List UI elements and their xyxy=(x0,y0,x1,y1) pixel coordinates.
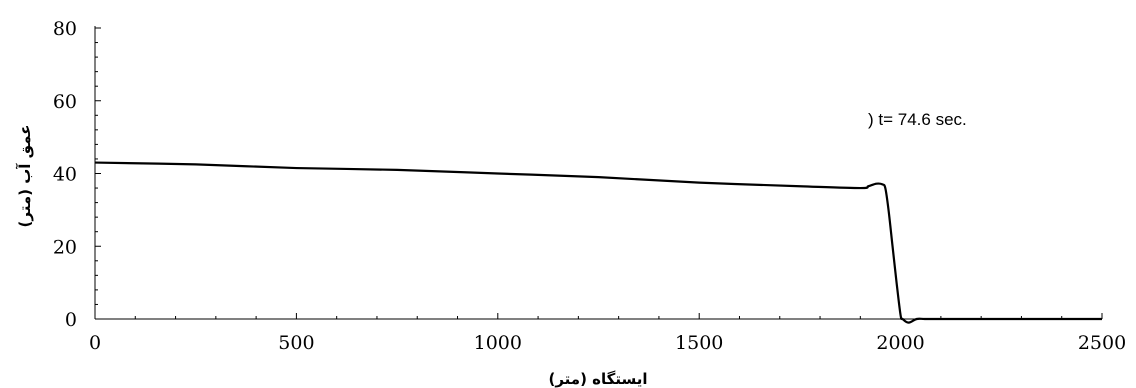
x-axis-title: ایستگاه (متر) xyxy=(548,370,647,388)
time-annotation: ) t= 74.6 sec. xyxy=(868,110,967,129)
water-depth-line xyxy=(94,161,1102,324)
x-tick-label: 0 xyxy=(89,332,101,354)
x-tick-label: 1000 xyxy=(474,332,522,354)
axes xyxy=(94,26,1102,320)
y-tick-label: 40 xyxy=(53,164,77,186)
x-tick-label: 1500 xyxy=(675,332,723,354)
x-tick-label: 2000 xyxy=(876,332,924,354)
y-tick-label: 0 xyxy=(65,309,77,331)
x-tick-label: 2500 xyxy=(1078,332,1126,354)
y-tick-label: 80 xyxy=(53,18,77,40)
y-tick-label: 60 xyxy=(53,91,77,113)
x-tick-label: 500 xyxy=(278,332,314,354)
y-tick-label: 20 xyxy=(53,236,77,258)
series-group xyxy=(94,161,1102,324)
y-axis-title: عمق آب (متر) xyxy=(16,125,34,228)
y-ticks: 0 20 40 60 80 xyxy=(53,18,101,331)
